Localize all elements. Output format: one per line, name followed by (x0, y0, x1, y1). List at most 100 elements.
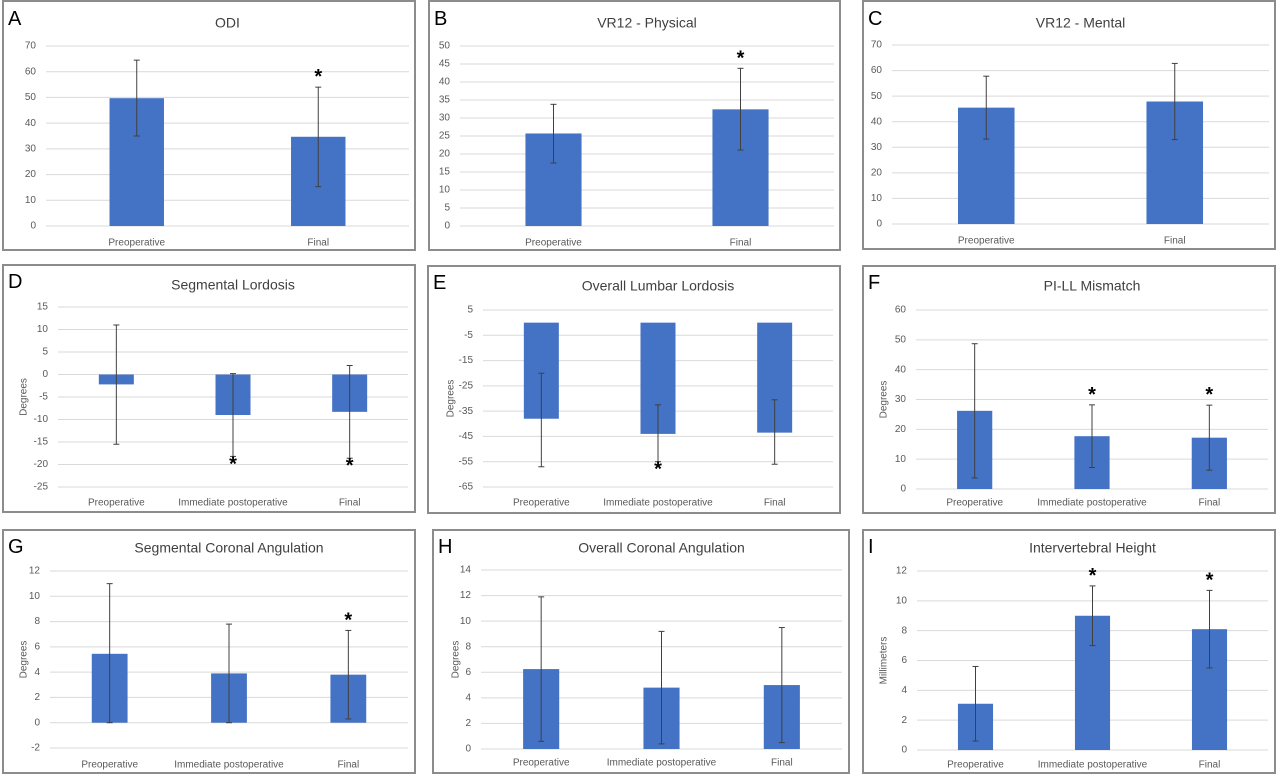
y-tick-label: 70 (871, 40, 883, 51)
y-tick-label: 40 (439, 77, 451, 88)
y-tick-label: 50 (25, 92, 37, 103)
y-tick-label: 12 (896, 566, 908, 577)
chart-pi-ll-mismatch: PI-LL Mismatch 0 10 20 30 40 50 60 Degrees Preope… (879, 278, 1268, 509)
y-tick-label: 6 (465, 667, 471, 678)
y-tick-label: -5 (39, 392, 48, 403)
significance-star: * (314, 66, 322, 88)
panel-e: E Overall Lumbar Lordosis -65 -55 -45 -35 -25… (427, 265, 841, 514)
y-tick-label: 15 (37, 302, 49, 313)
y-axis-label: Degrees (19, 378, 30, 416)
panel-letter: F (868, 272, 881, 294)
chart-segmental-coronal-angulation: Segmental Coronal Angulation -2 0 2 4 6 8 10 12 D… (19, 540, 408, 771)
y-tick-label: 5 (467, 305, 473, 316)
x-category-label: Preoperative (88, 498, 145, 509)
significance-star: * (346, 455, 354, 477)
y-tick-label: 45 (439, 59, 451, 70)
x-category-label: Immediate postoperative (607, 758, 717, 769)
y-tick-label: -20 (34, 459, 49, 470)
y-tick-label: 40 (895, 364, 907, 375)
y-tick-label: 30 (871, 142, 883, 153)
y-tick-label: 8 (901, 625, 907, 636)
x-category-label: Preoperative (946, 498, 1003, 509)
x-category-label: Final (1198, 498, 1220, 509)
x-category-label: Final (1199, 760, 1221, 771)
y-tick-label: 8 (34, 616, 40, 627)
y-tick-label: -5 (464, 330, 473, 341)
panel-letter: D (8, 271, 23, 293)
y-tick-label: 60 (895, 305, 907, 316)
x-category-label: Final (307, 238, 329, 249)
y-tick-label: 0 (30, 221, 36, 232)
y-tick-label: -25 (459, 380, 474, 391)
chart-overall-lumbar-lordosis: Overall Lumbar Lordosis-65-55-45-35-25-1… (446, 278, 833, 509)
y-tick-label: 8 (465, 641, 471, 652)
y-tick-label: 10 (25, 195, 37, 206)
y-tick-label: 5 (444, 203, 450, 214)
x-category-label: Preoperative (513, 498, 570, 509)
x-category-label: Preoperative (108, 238, 165, 249)
y-tick-label: 10 (439, 185, 451, 196)
y-tick-label: 20 (871, 167, 883, 178)
chart-title: ODI (215, 15, 240, 31)
y-tick-label: -25 (34, 482, 49, 493)
x-category-label: Final (1164, 236, 1186, 247)
panel-letter: A (8, 8, 22, 30)
y-tick-label: 0 (901, 745, 907, 756)
panel-a: A ODI 0 10 20 30 40 50 60 70 Preoperative * Final (2, 0, 416, 251)
y-tick-label: -10 (34, 414, 49, 425)
y-tick-label: 12 (460, 590, 472, 601)
y-tick-label: 30 (895, 394, 907, 405)
y-axis-label: Millimeters (879, 637, 890, 685)
y-tick-label: -15 (34, 437, 49, 448)
y-tick-label: 20 (895, 424, 907, 435)
chart-vr12-physical: VR12 - Physical 0 5 10 15 20 25 30 35 40 45 50 Preop… (439, 15, 834, 249)
y-tick-label: 12 (29, 566, 41, 577)
y-tick-label: 6 (901, 655, 907, 666)
y-tick-label: 4 (34, 667, 40, 678)
chart-vr12-mental: VR12 - Mental 0 10 20 30 40 50 60 70 Preoperative… (871, 15, 1269, 247)
y-tick-label: 2 (34, 692, 40, 703)
y-tick-label: 4 (465, 692, 471, 703)
significance-star: * (1205, 384, 1213, 406)
y-tick-label: -55 (459, 456, 474, 467)
chart-segmental-lordosis: Segmental Lordosis -25 -20 -15 -10 -5 0 5 10 15 De… (19, 277, 408, 509)
significance-star: * (229, 453, 237, 475)
y-tick-label: -65 (459, 482, 474, 493)
chart-title: Segmental Lordosis (171, 277, 295, 293)
y-tick-label: 70 (25, 41, 37, 52)
y-tick-label: 30 (439, 113, 451, 124)
panel-c: C VR12 - Mental 0 10 20 30 40 50 60 70 Preoperati… (862, 0, 1276, 250)
panel-letter: I (868, 536, 874, 558)
y-tick-label: -45 (459, 431, 474, 442)
panel-i: I Intervertebral Height 0 2 4 6 8 10 12 Millimet… (862, 529, 1276, 774)
significance-star: * (344, 609, 352, 631)
y-axis-label: Degrees (451, 641, 462, 679)
panel-letter: H (438, 536, 453, 558)
x-category-label: Immediate postoperative (1037, 498, 1147, 509)
y-tick-label: 10 (460, 616, 472, 627)
y-tick-label: 30 (25, 143, 37, 154)
x-category-label: Preoperative (947, 760, 1004, 771)
panel-d: D Segmental Lordosis -25 -20 -15 -10 -5 0 5 10 15… (2, 264, 416, 513)
chart-title: VR12 - Physical (597, 15, 697, 31)
y-axis-label: Degrees (446, 380, 457, 418)
x-category-label: Preoperative (513, 758, 570, 769)
x-category-label: Final (764, 498, 786, 509)
y-tick-label: 10 (871, 193, 883, 204)
y-tick-label: 35 (439, 95, 451, 106)
x-category-label: Final (337, 760, 359, 771)
x-category-label: Immediate postoperative (174, 760, 284, 771)
chart-overall-coronal-angulation: Overall Coronal Angulation 0 2 4 6 8 10 12 14 Deg… (451, 540, 842, 769)
y-tick-label: 20 (25, 169, 37, 180)
significance-star: * (654, 459, 662, 481)
x-category-label: Final (771, 758, 793, 769)
y-tick-label: 60 (25, 66, 37, 77)
y-tick-label: 50 (439, 41, 451, 52)
y-tick-label: 0 (876, 219, 882, 230)
y-tick-label: 4 (901, 685, 907, 696)
panel-letter: C (868, 8, 883, 30)
x-category-label: Final (339, 498, 361, 509)
y-tick-label: 15 (439, 167, 451, 178)
x-category-label: Preoperative (81, 760, 138, 771)
y-tick-label: -15 (459, 355, 474, 366)
